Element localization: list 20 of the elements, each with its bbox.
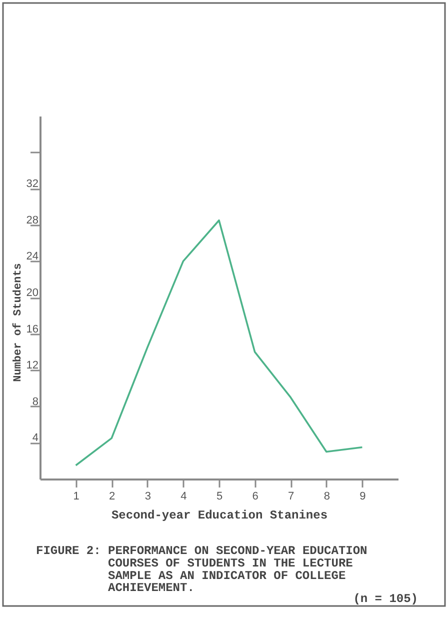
x-tick-label: 4 [180, 490, 187, 502]
x-tick-label: 6 [252, 490, 258, 502]
y-tick-label: 28 [26, 214, 38, 226]
x-tick-label: 2 [109, 490, 116, 502]
x-tick-label: 1 [73, 490, 80, 502]
x-axis-title: Second-year Education Stanines [111, 508, 328, 522]
text: (n = 105) [353, 592, 418, 606]
x-tick-label: 3 [144, 490, 151, 502]
y-tick-label: 20 [26, 287, 38, 299]
y-tick-label: 16 [26, 323, 38, 336]
x-tick-label: 7 [288, 490, 294, 502]
y-tick-label: 4 [32, 432, 38, 444]
x-tick-label: 5 [216, 490, 223, 502]
y-tick-label: 24 [26, 250, 38, 263]
x-tick-label: 9 [360, 490, 366, 502]
x-tick-label: 8 [324, 490, 330, 502]
y-tick-label: 32 [26, 178, 38, 190]
y-tick-label: 8 [32, 396, 38, 408]
y-axis-title: Number of Students [12, 263, 24, 382]
y-tick-label: 12 [26, 360, 38, 372]
